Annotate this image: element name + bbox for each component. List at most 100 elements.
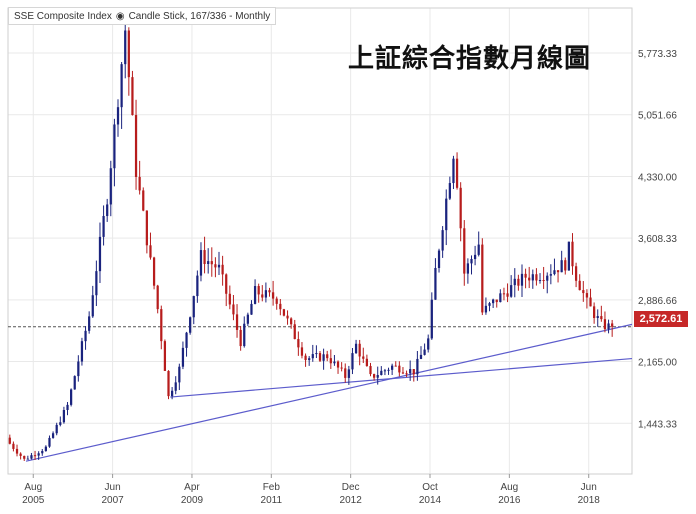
candle-body [387,369,390,371]
candle-body [48,437,51,447]
candle [15,444,19,457]
candle-body [510,285,513,297]
candle-body [585,293,589,298]
candle [62,406,66,424]
overlay-title: 上証綜合指數月線圖 [348,44,592,74]
candle-body [286,315,289,319]
candle [19,452,22,460]
x-tick-year: 2011 [261,495,283,506]
x-tick-month: Dec [342,482,360,493]
candle [484,297,488,315]
candle-body [228,293,231,305]
candle-body [322,354,325,361]
candle-body [470,259,473,264]
candle [127,27,130,96]
candle-body [553,270,556,275]
candle [268,287,271,297]
candle-body [243,323,246,347]
candle-body [109,168,112,205]
candle-body [221,264,224,275]
candle-body [520,273,524,286]
candle-body [499,293,502,303]
candle [416,350,419,381]
candle-body [196,275,199,297]
candle [48,435,51,448]
candle-body [250,303,253,315]
candle [152,256,156,290]
candle [264,282,268,303]
candle-body [506,293,509,297]
last-price-badge: 2,572.61 [634,311,688,327]
candle-body [611,323,614,327]
candle [582,281,585,302]
candle-body [315,353,318,355]
candle [419,346,423,360]
candle [473,245,477,266]
candle [567,241,570,271]
candle [517,274,520,291]
candle [33,450,37,460]
candle [88,311,91,334]
candle-body [113,124,116,169]
candle [499,289,502,303]
candle [51,431,55,439]
x-tick-month: Feb [263,482,281,493]
candle-body [492,299,495,304]
axes [7,7,633,478]
y-tick-label: 5,051.66 [638,111,677,122]
candle [98,222,102,283]
candle-body [127,30,130,78]
eye-icon[interactable]: ◉ [115,10,125,22]
candle-body [217,264,221,268]
candle [145,210,148,254]
candle [564,257,567,275]
candle [55,422,58,436]
candle [185,331,188,357]
candle-body [178,366,181,383]
y-tick-label: 4,330.00 [638,172,677,183]
candle [380,366,383,376]
candle [192,295,195,325]
candle-body [495,299,498,303]
candle-body [394,365,397,367]
candle [495,299,498,308]
candle [156,284,159,314]
candle-body [582,290,585,294]
candle [311,344,314,362]
candle-body [19,453,22,456]
candle [26,455,29,460]
candle-body [600,316,603,320]
candle-body [59,422,62,425]
trendline-2 [170,357,633,398]
candle [488,301,491,312]
candle-body [593,306,596,318]
candle-body [84,330,87,342]
candle-body [445,198,448,231]
candle-body [95,271,98,296]
candle [506,283,509,303]
candle-body [427,338,430,350]
candle [409,360,412,381]
candle-body [567,241,570,271]
candle-body [383,370,387,372]
x-tick-month: Aug [24,482,42,493]
candle [470,255,473,275]
candle [387,367,390,375]
candle-body [329,358,332,364]
candle [391,363,394,376]
candle-body [437,250,441,268]
candle [434,258,437,300]
candle-body [239,329,242,347]
candle [250,300,253,315]
candle-body [163,341,167,371]
candle [318,351,322,363]
candle-body [44,446,47,451]
candle-body [51,433,55,438]
candle-body [362,356,365,359]
candle-body [401,372,405,374]
plot-border [7,7,633,475]
candle [178,363,181,391]
candle-body [434,267,437,300]
candle [481,238,484,316]
candle-body [524,273,527,278]
